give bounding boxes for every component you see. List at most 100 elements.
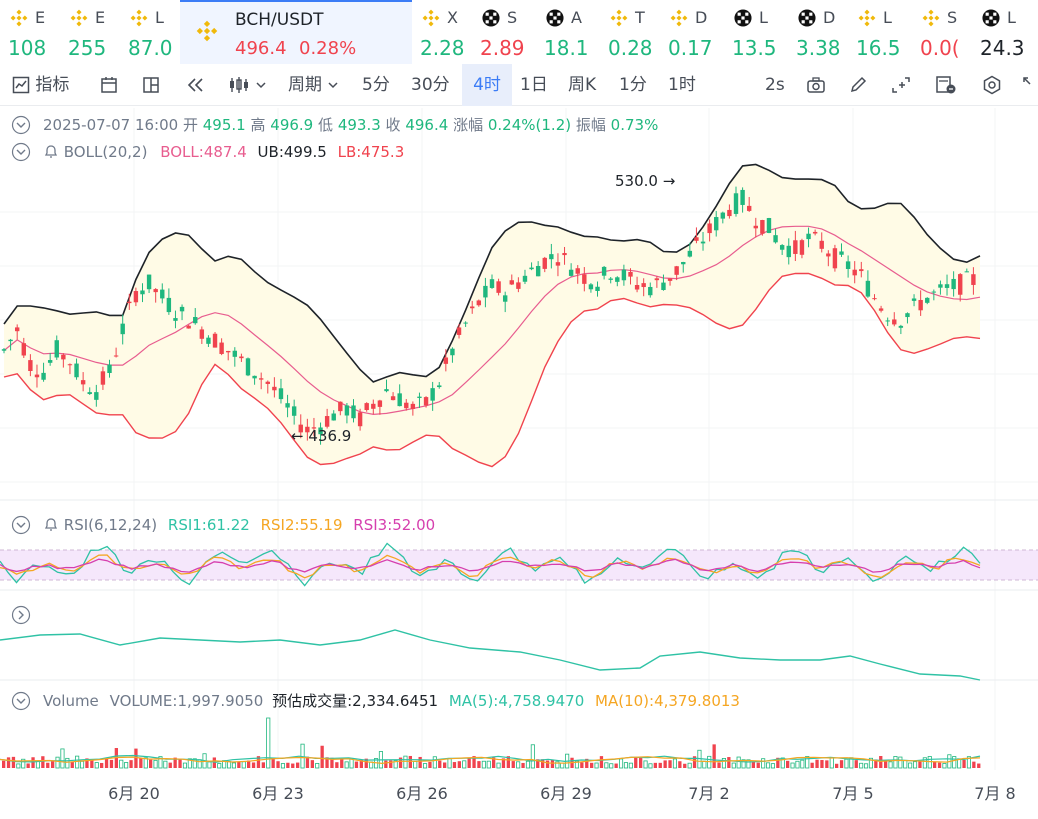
ticker-item[interactable]: S 0.0( [912, 0, 972, 64]
volume-bar [829, 756, 834, 769]
refresh-rate[interactable]: 2s [765, 75, 785, 95]
volume-bar [776, 757, 780, 768]
interval-5m[interactable]: 5分 [362, 75, 390, 95]
collapse-ohlc-icon[interactable] [11, 115, 31, 135]
change-value: 0.24%(1.2) [487, 116, 572, 134]
chart-type-dropdown[interactable] [228, 64, 267, 106]
candlestick-icon [230, 77, 248, 93]
add-indicator-button[interactable] [891, 64, 911, 106]
collapse-boll-icon[interactable] [11, 142, 31, 162]
low-price-value: 436.9 [308, 427, 352, 445]
candle-body [714, 217, 719, 231]
ticker-symbol: E [95, 8, 106, 27]
candle-body [166, 297, 172, 313]
collapse-rsi-icon[interactable] [11, 515, 31, 535]
candle-body [720, 212, 726, 219]
ticker-price: 108 [8, 36, 47, 60]
volume-bar [496, 762, 501, 769]
calendar-button[interactable] [100, 64, 118, 106]
ticker-item[interactable]: D 0.17 [660, 0, 724, 64]
volume-bar [320, 745, 324, 768]
okx-icon [982, 9, 1000, 27]
volume-bar [966, 756, 971, 769]
volume-bar [628, 762, 633, 769]
expand-pane-icon[interactable] [11, 605, 31, 625]
volume-bar [653, 762, 657, 768]
settings-button[interactable] [982, 64, 1002, 106]
candle-body [502, 295, 508, 302]
ticker-item[interactable]: E 255 [60, 0, 120, 64]
collapse-volume-icon[interactable] [11, 691, 31, 711]
ticker-item[interactable]: D 3.38 [788, 0, 848, 64]
volume-bar [859, 762, 864, 769]
ticker-item[interactable]: T 0.28 [600, 0, 660, 64]
ticker-item[interactable]: L 24.3 [972, 0, 1032, 64]
volume-bar [643, 760, 648, 769]
ticker-item[interactable]: S 2.89 [472, 0, 536, 64]
candle-body [496, 281, 501, 293]
candle-body [364, 403, 369, 410]
candle-body [14, 327, 20, 332]
indicators-button[interactable]: 指标 [12, 64, 69, 106]
ticker-symbol: X [447, 8, 458, 27]
boll-lower-line [3, 272, 981, 468]
fullscreen-button[interactable] [1022, 64, 1038, 106]
candle-body [727, 209, 732, 217]
candle-body [430, 388, 435, 401]
interval-1d[interactable]: 1日 [520, 75, 548, 95]
candle-body [437, 385, 442, 388]
x-axis-label: 6月 23 [252, 784, 304, 803]
period-dropdown[interactable]: 周期 [288, 64, 339, 106]
candle-body [94, 392, 99, 400]
ticker-symbol: L [883, 8, 892, 27]
screenshot-button[interactable] [806, 64, 826, 106]
volume-bar [604, 762, 609, 769]
candle-body [971, 274, 976, 285]
candle-body [338, 401, 343, 412]
candle-body [654, 278, 660, 281]
interval-4h[interactable]: 4时 [462, 64, 512, 106]
bell-icon[interactable] [43, 516, 59, 532]
volume-bar [21, 758, 26, 769]
draw-button[interactable] [849, 64, 867, 106]
candle-body [127, 301, 132, 304]
camera-icon [807, 77, 825, 93]
rewind-button[interactable] [186, 64, 206, 106]
ticker-item[interactable]: X 2.28 [412, 0, 472, 64]
volume-bar [41, 756, 45, 768]
interval-1w[interactable]: 周K [568, 75, 597, 95]
volume-bar [727, 757, 731, 768]
interval-1m[interactable]: 1分 [619, 75, 647, 95]
layout-button[interactable] [142, 64, 160, 106]
bell-icon[interactable] [43, 143, 59, 159]
candle-body [397, 393, 402, 407]
candle-body [865, 280, 871, 297]
volume-bar [962, 759, 966, 768]
candle-body [760, 220, 765, 234]
candle-body [852, 269, 857, 276]
volume-bar [403, 755, 408, 769]
interval-30m[interactable]: 30分 [411, 75, 450, 95]
ticker-item[interactable]: L 87.0 [120, 0, 180, 64]
ticker-item[interactable]: L 16.5 [848, 0, 912, 64]
volume-bar [31, 757, 35, 768]
volume-bar [820, 760, 824, 768]
ticker-item[interactable]: E 108 [0, 0, 60, 64]
ticker-symbol: L [1007, 8, 1016, 27]
interval-1h[interactable]: 1时 [668, 75, 696, 95]
calculator-button[interactable] [935, 64, 957, 106]
rsi2-line [0, 554, 981, 579]
volume-bar [207, 761, 212, 769]
rewind-icon [187, 78, 203, 92]
volume-bar [844, 758, 849, 769]
boll-label: BOLL(20,2) [63, 143, 148, 161]
volume-bar [104, 757, 109, 768]
ticker-item[interactable]: L 13.5 [724, 0, 788, 64]
volume-bar [536, 759, 540, 768]
ticker-item-active[interactable]: BCH/USDT 496.4 0.28% [180, 0, 412, 64]
volume-label: Volume [43, 692, 99, 710]
ticker-item[interactable]: A 18.1 [536, 0, 600, 64]
ticker-strip: E 108 E 255 L 87.0 BCH/USDT 496.4 0.28% X 2.28 S 2.8… [0, 0, 1038, 64]
volume-bar [516, 761, 521, 769]
